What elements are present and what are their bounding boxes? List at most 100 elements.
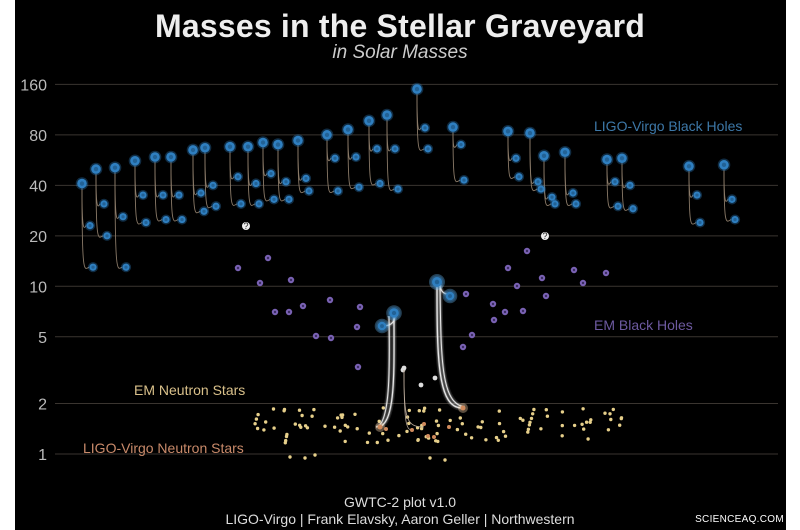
y-tick-label: 80 (29, 128, 47, 145)
em-neutron-star-point (589, 418, 593, 422)
watermark: SCIENCEAQ.COM (695, 514, 784, 525)
em-neutron-star-point (397, 433, 401, 438)
grid-lines (55, 83, 778, 455)
em-neutron-star-point (434, 439, 438, 443)
em-neutron-star-point (476, 425, 480, 429)
em-neutron-star-point (448, 418, 452, 423)
em-neutron-star-point (255, 426, 260, 431)
ligo-neutron-star-point (426, 434, 430, 438)
em-neutron-star-point (526, 427, 531, 431)
em-neutron-star-point (419, 426, 424, 431)
em-neutron-star-point (381, 431, 385, 436)
em-neutron-star-point (532, 407, 536, 412)
em-neutron-star-point (497, 421, 502, 426)
em-neutron-star-point (343, 439, 347, 444)
em-neutron-star-point (606, 428, 611, 432)
em-neutron-star-point (455, 427, 460, 432)
em-neutron-star-point (367, 431, 371, 435)
em-neutron-star-point (518, 416, 522, 421)
unknown-marker-left: ? (243, 221, 248, 231)
em-neutron-star-point (335, 416, 340, 420)
em-neutron-star-point (437, 408, 442, 412)
em-neutron-star-point (310, 414, 314, 418)
y-tick-label: 10 (29, 279, 47, 296)
em-neutron-star-point (608, 412, 612, 416)
ligo-neutron-star-point (384, 427, 388, 431)
em-neutron-star-point (386, 438, 390, 442)
em-neutron-star-point (422, 409, 426, 413)
y-tick-label: 5 (38, 330, 47, 347)
em-neutron-star-point (603, 411, 607, 415)
y-tick-label: 40 (29, 178, 47, 195)
em-neutron-star-point (496, 438, 500, 442)
em-neutron-star-point (586, 437, 590, 441)
em-neutron-star-point (581, 407, 585, 411)
em-neutron-star-point (521, 418, 525, 422)
em-neutron-star-point (618, 423, 622, 427)
em-dots (234, 247, 624, 462)
y-tick-label: 20 (29, 229, 47, 246)
em-neutron-star-point (480, 420, 484, 424)
em-neutron-star-point (405, 429, 409, 434)
em-neutron-star-point (312, 407, 316, 412)
em-neutron-star-point (572, 423, 577, 428)
em-neutron-star-point (297, 408, 302, 412)
em-neutron-star-point (271, 407, 276, 411)
label-em-neutron-stars: EM Neutron Stars (134, 382, 245, 398)
unknown-object-marker (242, 222, 250, 230)
em-neutron-star-point (355, 427, 359, 431)
ligo-neutron-star-point (432, 435, 436, 439)
em-neutron-star-point (365, 440, 370, 445)
em-neutron-star-point (560, 410, 565, 414)
em-neutron-star-point (253, 422, 257, 426)
em-neutron-star-point (416, 438, 420, 442)
y-tick-label: 1 (38, 447, 47, 464)
em-neutron-star-point (436, 423, 441, 428)
em-neutron-star-point (332, 425, 337, 429)
em-neutron-star-point (460, 422, 464, 426)
em-neutron-star-point (484, 438, 488, 442)
em-neutron-star-point (584, 420, 589, 424)
em-neutron-star-point (338, 429, 342, 433)
em-neutron-star-point (323, 424, 327, 428)
em-neutron-star-point (346, 425, 350, 429)
neutron-star-mergers (242, 222, 549, 439)
em-neutron-star-point (531, 412, 535, 416)
em-neutron-star-point (560, 423, 564, 428)
em-neutron-star-point (381, 406, 385, 410)
ligo-bh-dots (75, 82, 741, 273)
em-neutron-star-point (417, 409, 421, 413)
em-neutron-star-point (300, 413, 304, 418)
em-neutron-star-point (434, 419, 439, 423)
em-neutron-star-point (343, 423, 347, 427)
em-neutron-star-point (282, 407, 287, 412)
em-neutron-star-point (284, 438, 288, 443)
em-neutron-star-point (272, 426, 276, 430)
em-neutron-star-point (527, 423, 532, 427)
unknown-object-marker (541, 232, 549, 240)
em-neutron-star-point (479, 425, 483, 430)
y-tick-label: 2 (38, 397, 47, 414)
em-neutron-star-point (293, 422, 297, 426)
em-neutron-star-point (529, 416, 534, 421)
em-neutron-star-point (619, 416, 624, 420)
em-neutron-star-point (528, 420, 532, 424)
em-neutron-star-point (497, 409, 501, 413)
em-neutron-star-point (435, 431, 439, 436)
label-ligo-virgo-black-holes: LIGO-Virgo Black Holes (594, 118, 742, 134)
ligo-neutron-star-point (410, 428, 414, 432)
em-neutron-star-point (305, 426, 310, 430)
em-neutron-star-point (407, 408, 411, 413)
label-em-black-holes: EM Black Holes (594, 317, 693, 333)
em-neutron-star-point (375, 440, 379, 445)
em-neutron-star-point (544, 408, 548, 412)
em-neutron-star-point (580, 422, 584, 426)
em-neutron-star-point (469, 436, 474, 440)
merger-curves (81, 94, 732, 269)
em-neutron-star-point (262, 428, 266, 432)
em-neutron-star-point (464, 432, 468, 436)
em-neutron-star-point (254, 417, 259, 421)
em-neutron-star-point (458, 416, 462, 420)
em-neutron-star-point (422, 406, 427, 410)
